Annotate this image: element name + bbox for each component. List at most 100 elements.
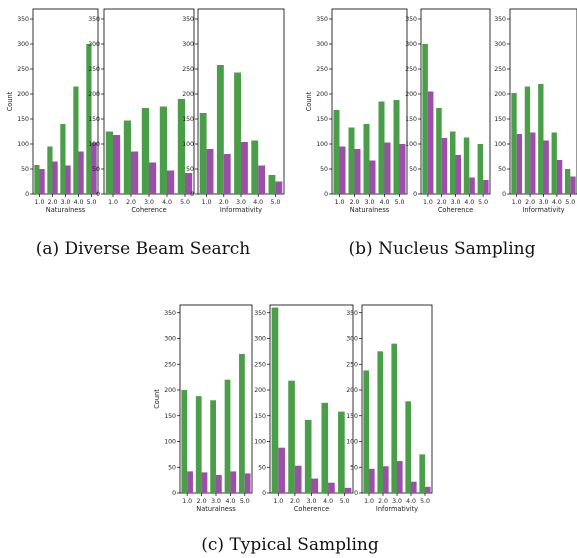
bar-green-4.0 [73,86,79,194]
bar-green-2.0 [47,146,53,194]
y-tick-label: 150 [182,116,194,123]
x-tick-label: 3.0 [236,199,246,206]
y-tick-label: 200 [494,91,506,98]
x-tick-label: 1.0 [335,199,345,206]
y-tick-label: 150 [346,413,358,420]
y-tick-label: 350 [17,16,29,23]
bar-green-4.0 [224,379,231,493]
bar-green-3.0 [141,108,149,194]
x-tick-label: 1.0 [202,199,212,206]
bar-green-2.0 [216,65,224,194]
bar-purple-2.0 [223,154,231,194]
bar-green-4.0 [159,106,167,194]
x-tick-label: 3.0 [451,199,461,206]
y-tick-label: 300 [164,336,176,343]
x-tick-label: 2.0 [126,199,136,206]
y-tick-label: 200 [405,91,417,98]
bar-green-5.0 [393,100,400,194]
x-tick-label: 5.0 [395,199,405,206]
bar-green-1.0 [422,44,428,194]
caption-b: (b) Nucleus Sampling [349,239,536,259]
bar-purple-5.0 [425,486,431,493]
x-tick-label: 5.0 [240,498,250,505]
bar-green-1.0 [363,370,369,493]
bar-purple-5.0 [185,173,193,194]
x-tick-label: 3.0 [307,498,317,505]
x-tick-label: 3.0 [61,199,71,206]
x-axis-label: Informativity [376,505,418,513]
bar-purple-1.0 [516,134,523,194]
y-tick-label: 250 [17,66,29,73]
bar-purple-1.0 [39,169,45,194]
bar-green-2.0 [195,396,202,493]
y-tick-label: 200 [164,387,176,394]
x-tick-label: 4.0 [406,498,416,505]
panel-a-informativity: 0 50 100 150 200 250 300 350 1.0 2.0 3.0 4.0 5.0 Info… [182,8,285,214]
bar-purple-4.0 [167,170,175,194]
bar-purple-5.0 [275,181,283,194]
x-tick-label: 5.0 [478,199,488,206]
bar-purple-5.0 [91,142,97,194]
bar-purple-5.0 [344,487,352,493]
x-tick-label: 1.0 [512,199,522,206]
bar-purple-3.0 [397,461,403,493]
bar-green-5.0 [268,175,276,194]
x-tick-label: 4.0 [162,199,172,206]
y-axis-label: Count [305,91,313,111]
bar-purple-2.0 [441,138,448,194]
bar-purple-3.0 [65,165,71,194]
y-tick-label: 50 [186,166,194,173]
panel-c-coherence: 0 50 100 150 200 250 300 350 1.0 2.0 3.0 4.0 5.0 Cohe… [254,304,354,513]
bar-purple-4.0 [230,471,237,493]
bar-purple-1.0 [113,135,121,194]
y-tick-label: 200 [17,91,29,98]
bar-green-4.0 [405,401,411,493]
y-tick-label: 50 [92,166,100,173]
bar-purple-5.0 [244,473,251,493]
y-tick-label: 350 [254,310,266,317]
bar-green-3.0 [391,343,397,493]
bar-green-3.0 [538,84,544,194]
y-tick-label: 100 [405,141,417,148]
x-tick-label: 5.0 [87,199,97,206]
bar-purple-3.0 [149,162,157,194]
y-tick-label: 0 [354,490,358,497]
x-tick-label: 1.0 [423,199,433,206]
x-tick-label: 1.0 [35,199,45,206]
y-tick-label: 350 [346,310,358,317]
x-tick-label: 2.0 [437,199,447,206]
bar-green-4.0 [551,132,557,194]
bar-purple-2.0 [530,132,536,194]
x-tick-label: 5.0 [340,498,350,505]
bar-green-2.0 [524,86,531,194]
bar-green-1.0 [271,307,279,493]
bar-purple-3.0 [311,478,319,493]
x-tick-label: 4.0 [253,199,263,206]
x-tick-label: 2.0 [350,199,360,206]
y-tick-label: 250 [494,66,506,73]
bar-green-4.0 [251,140,259,194]
y-tick-label: 350 [405,16,417,23]
bar-purple-4.0 [411,481,417,493]
x-tick-label: 1.0 [273,498,283,505]
bar-purple-3.0 [241,142,248,194]
bar-green-5.0 [419,454,425,493]
y-tick-label: 250 [346,361,358,368]
y-axis-label: Count [153,389,161,409]
bar-purple-2.0 [201,472,208,493]
x-tick-label: 5.0 [420,498,430,505]
bar-purple-2.0 [383,466,389,493]
x-tick-label: 4.0 [74,199,84,206]
bar-green-2.0 [288,380,295,493]
y-tick-label: 100 [494,141,506,148]
y-tick-label: 250 [88,66,100,73]
y-tick-label: 50 [320,166,328,173]
y-tick-label: 300 [17,41,29,48]
x-tick-label: 4.0 [380,199,390,206]
bar-green-1.0 [34,165,40,194]
y-tick-label: 0 [25,191,29,198]
bar-green-3.0 [234,72,241,194]
x-tick-label: 3.0 [144,199,154,206]
bar-green-1.0 [181,389,188,493]
bar-purple-5.0 [570,176,576,194]
